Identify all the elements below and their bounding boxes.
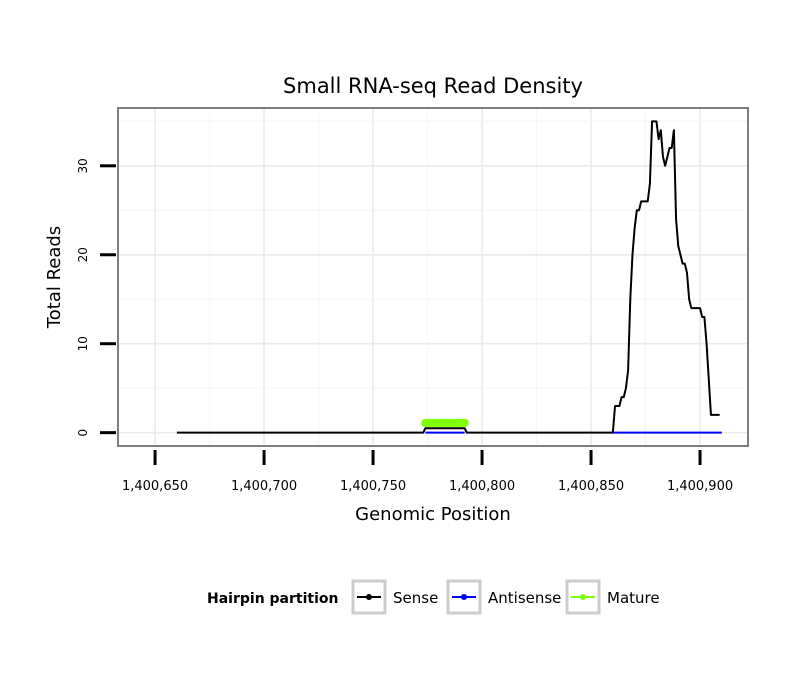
legend-entry-sense: Sense: [351, 579, 438, 615]
legend-key-point: [580, 594, 586, 600]
legend-label: Antisense: [488, 589, 561, 607]
x-tick-label: 1,400,800: [449, 479, 515, 494]
legend-entry-mature: Mature: [565, 579, 660, 615]
mature-point: [460, 418, 469, 427]
y-axis-title: Total Reads: [44, 226, 65, 329]
legend-key-point: [366, 594, 372, 600]
legend-title: Hairpin partition: [207, 591, 338, 607]
y-axis: 0 10 20 30: [76, 158, 116, 436]
legend: Hairpin partition Sense Antisense Mature: [207, 579, 660, 615]
series-sense-line: [176, 120, 720, 434]
plot-panel: [118, 108, 748, 446]
y-tick-label: 10: [76, 336, 90, 351]
legend-label: Sense: [393, 589, 438, 607]
x-axis-title: Genomic Position: [355, 504, 511, 525]
x-tick-label: 1,400,900: [667, 479, 733, 494]
x-axis: 1,400,650 1,400,700 1,400,750 1,400,800 1,40…: [122, 450, 733, 494]
y-tick-label: 0: [76, 429, 90, 437]
legend-key-point: [461, 594, 467, 600]
y-tick-label: 20: [76, 247, 90, 262]
chart-title: Small RNA-seq Read Density: [283, 74, 583, 98]
y-tick-label: 30: [76, 158, 90, 173]
x-tick-label: 1,400,750: [340, 479, 406, 494]
x-tick-label: 1,400,850: [558, 479, 624, 494]
x-tick-label: 1,400,700: [231, 479, 297, 494]
series-layer: [176, 120, 722, 434]
plot-border: [117, 107, 749, 447]
legend-entry-antisense: Antisense: [446, 579, 561, 615]
legend-label: Mature: [607, 589, 660, 607]
x-tick-label: 1,400,650: [122, 479, 188, 494]
